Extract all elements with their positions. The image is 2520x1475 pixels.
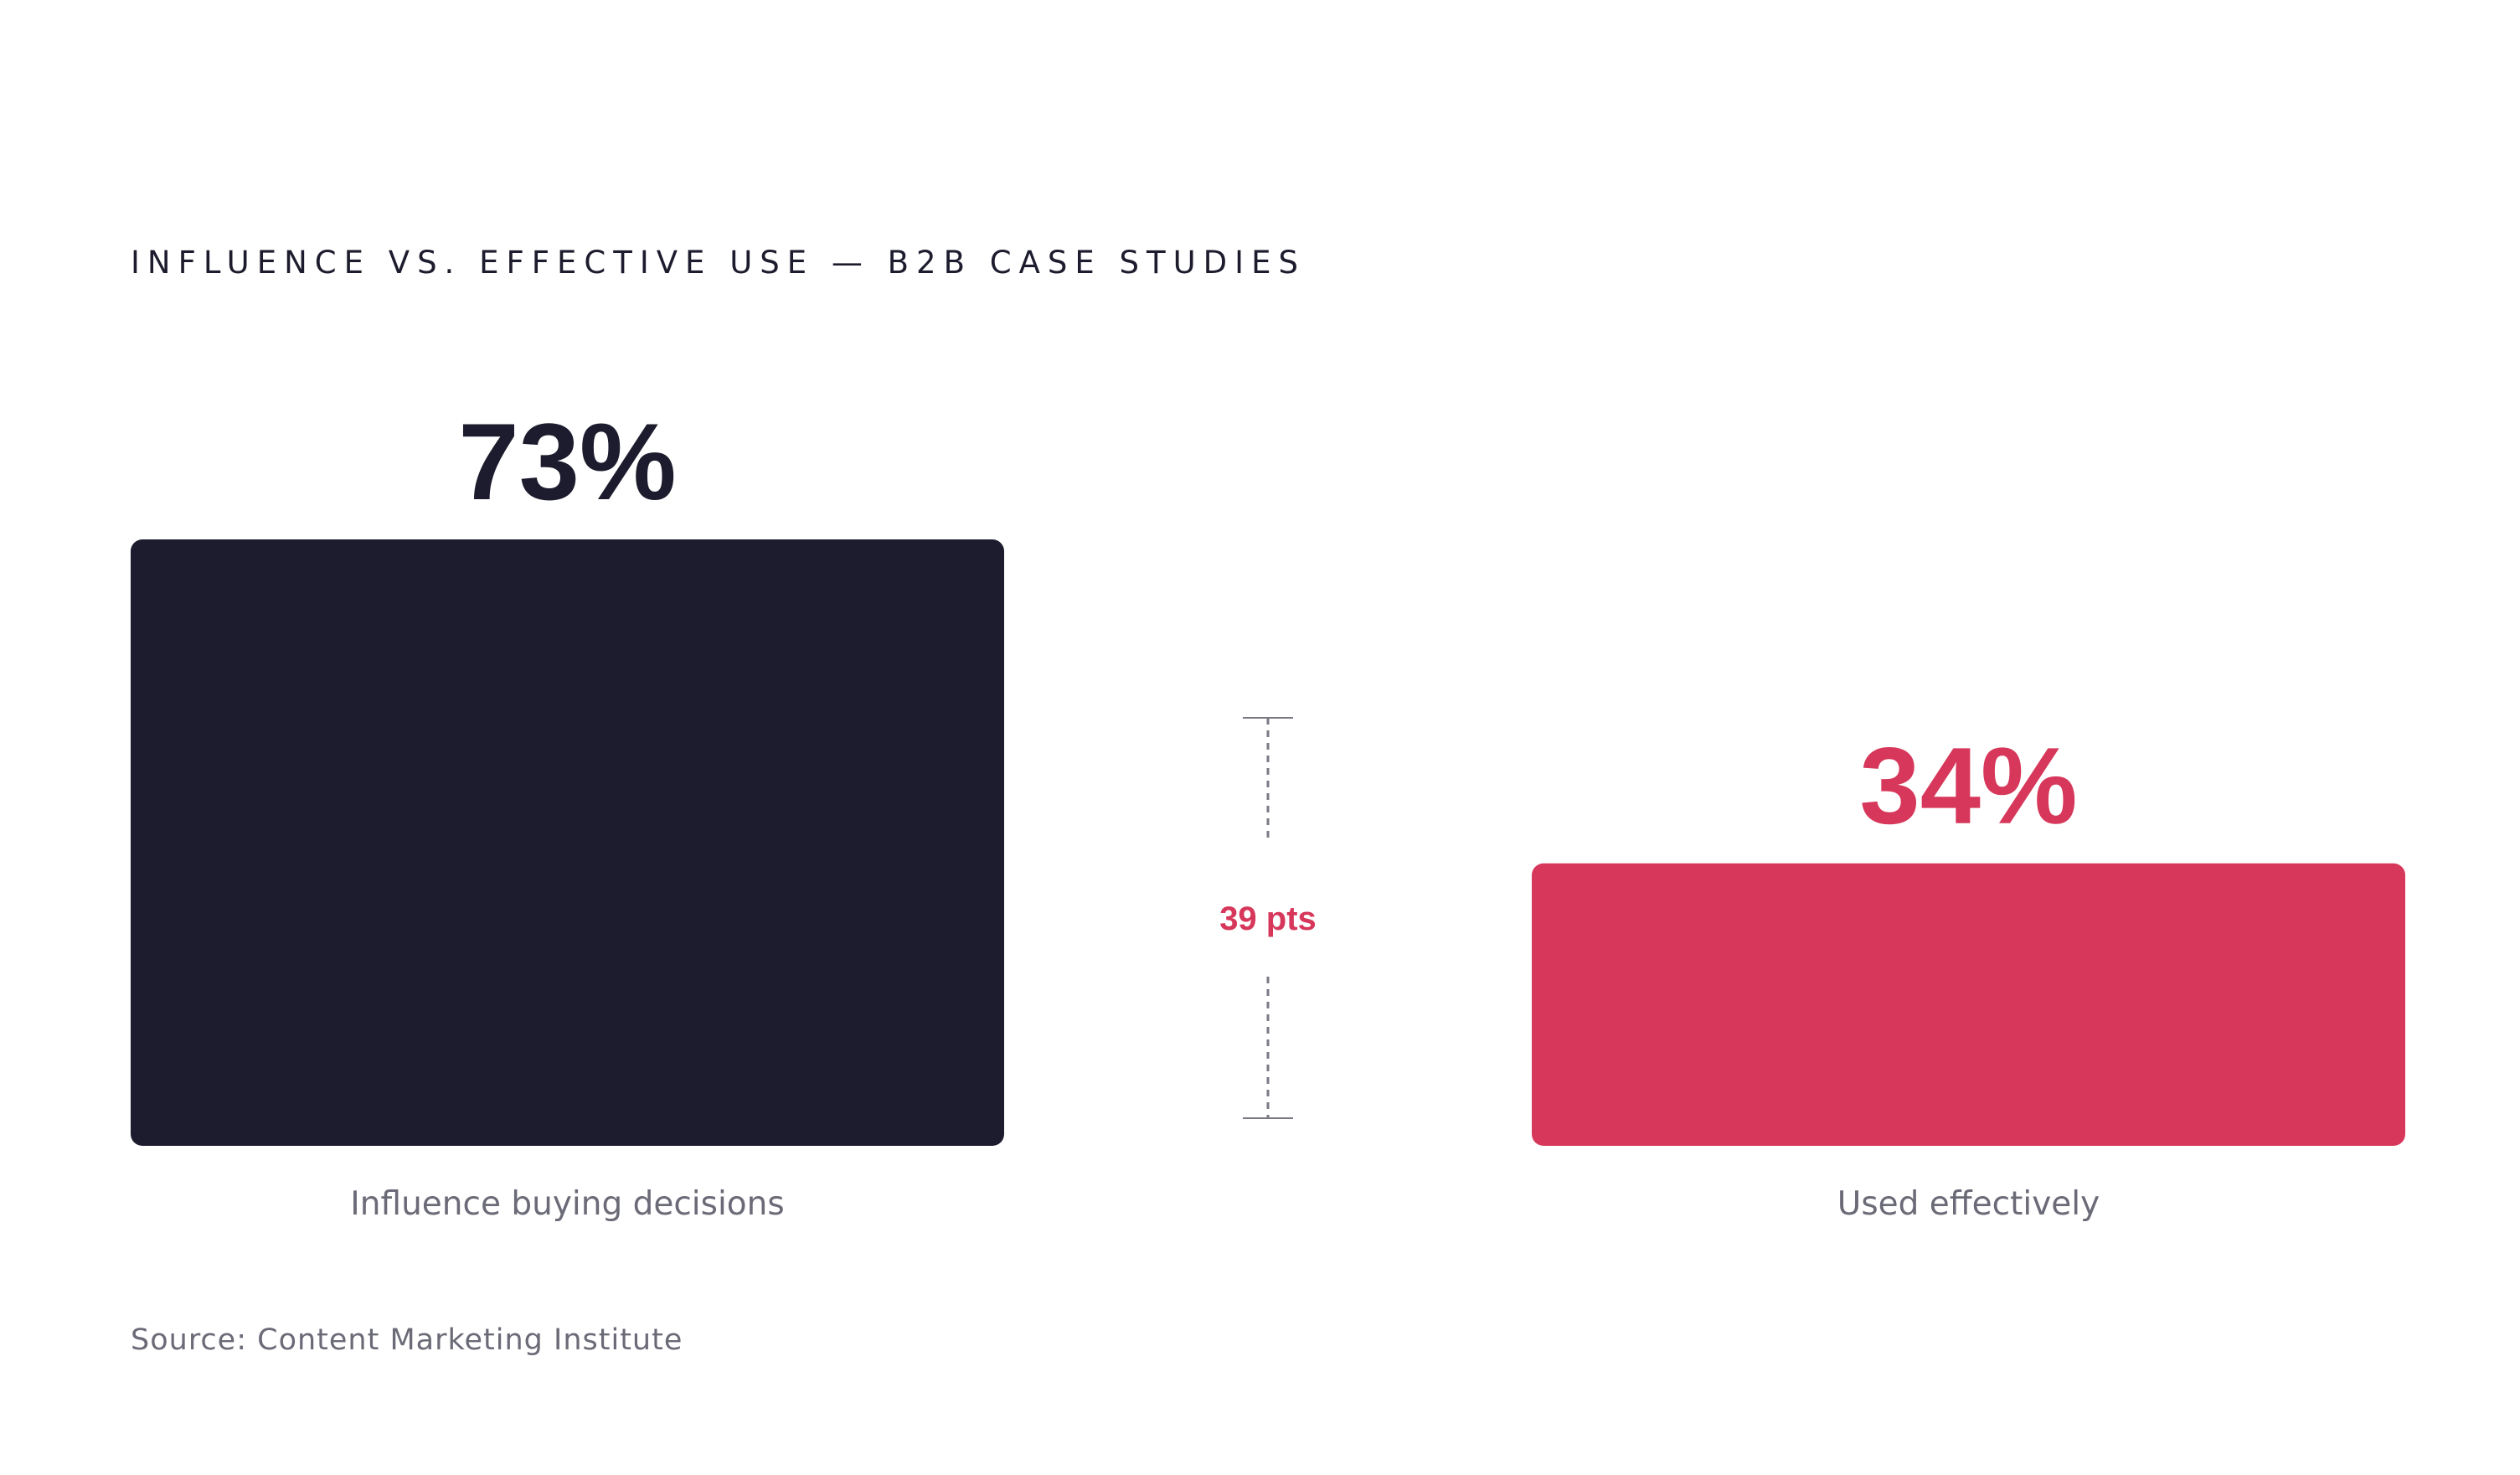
- chart-title: INFLUENCE VS. EFFECTIVE USE — B2B CASE S…: [131, 245, 1306, 281]
- category-label-1: Influence buying decisions: [350, 1185, 784, 1223]
- bars-layer: 73% Influence buying decisions 34% Used eff…: [131, 400, 2405, 1223]
- value-label-1: 73%: [458, 400, 676, 523]
- bar-1: [131, 539, 1004, 1146]
- gap-label: 39 pts: [1219, 900, 1317, 937]
- category-label-2: Used effectively: [1837, 1185, 2100, 1223]
- value-label-2: 34%: [1859, 725, 2077, 847]
- bar-2: [1532, 863, 2405, 1146]
- gap-annotation: 39 pts: [1219, 717, 1317, 1119]
- source-note: Source: Content Marketing Institute: [131, 1323, 683, 1357]
